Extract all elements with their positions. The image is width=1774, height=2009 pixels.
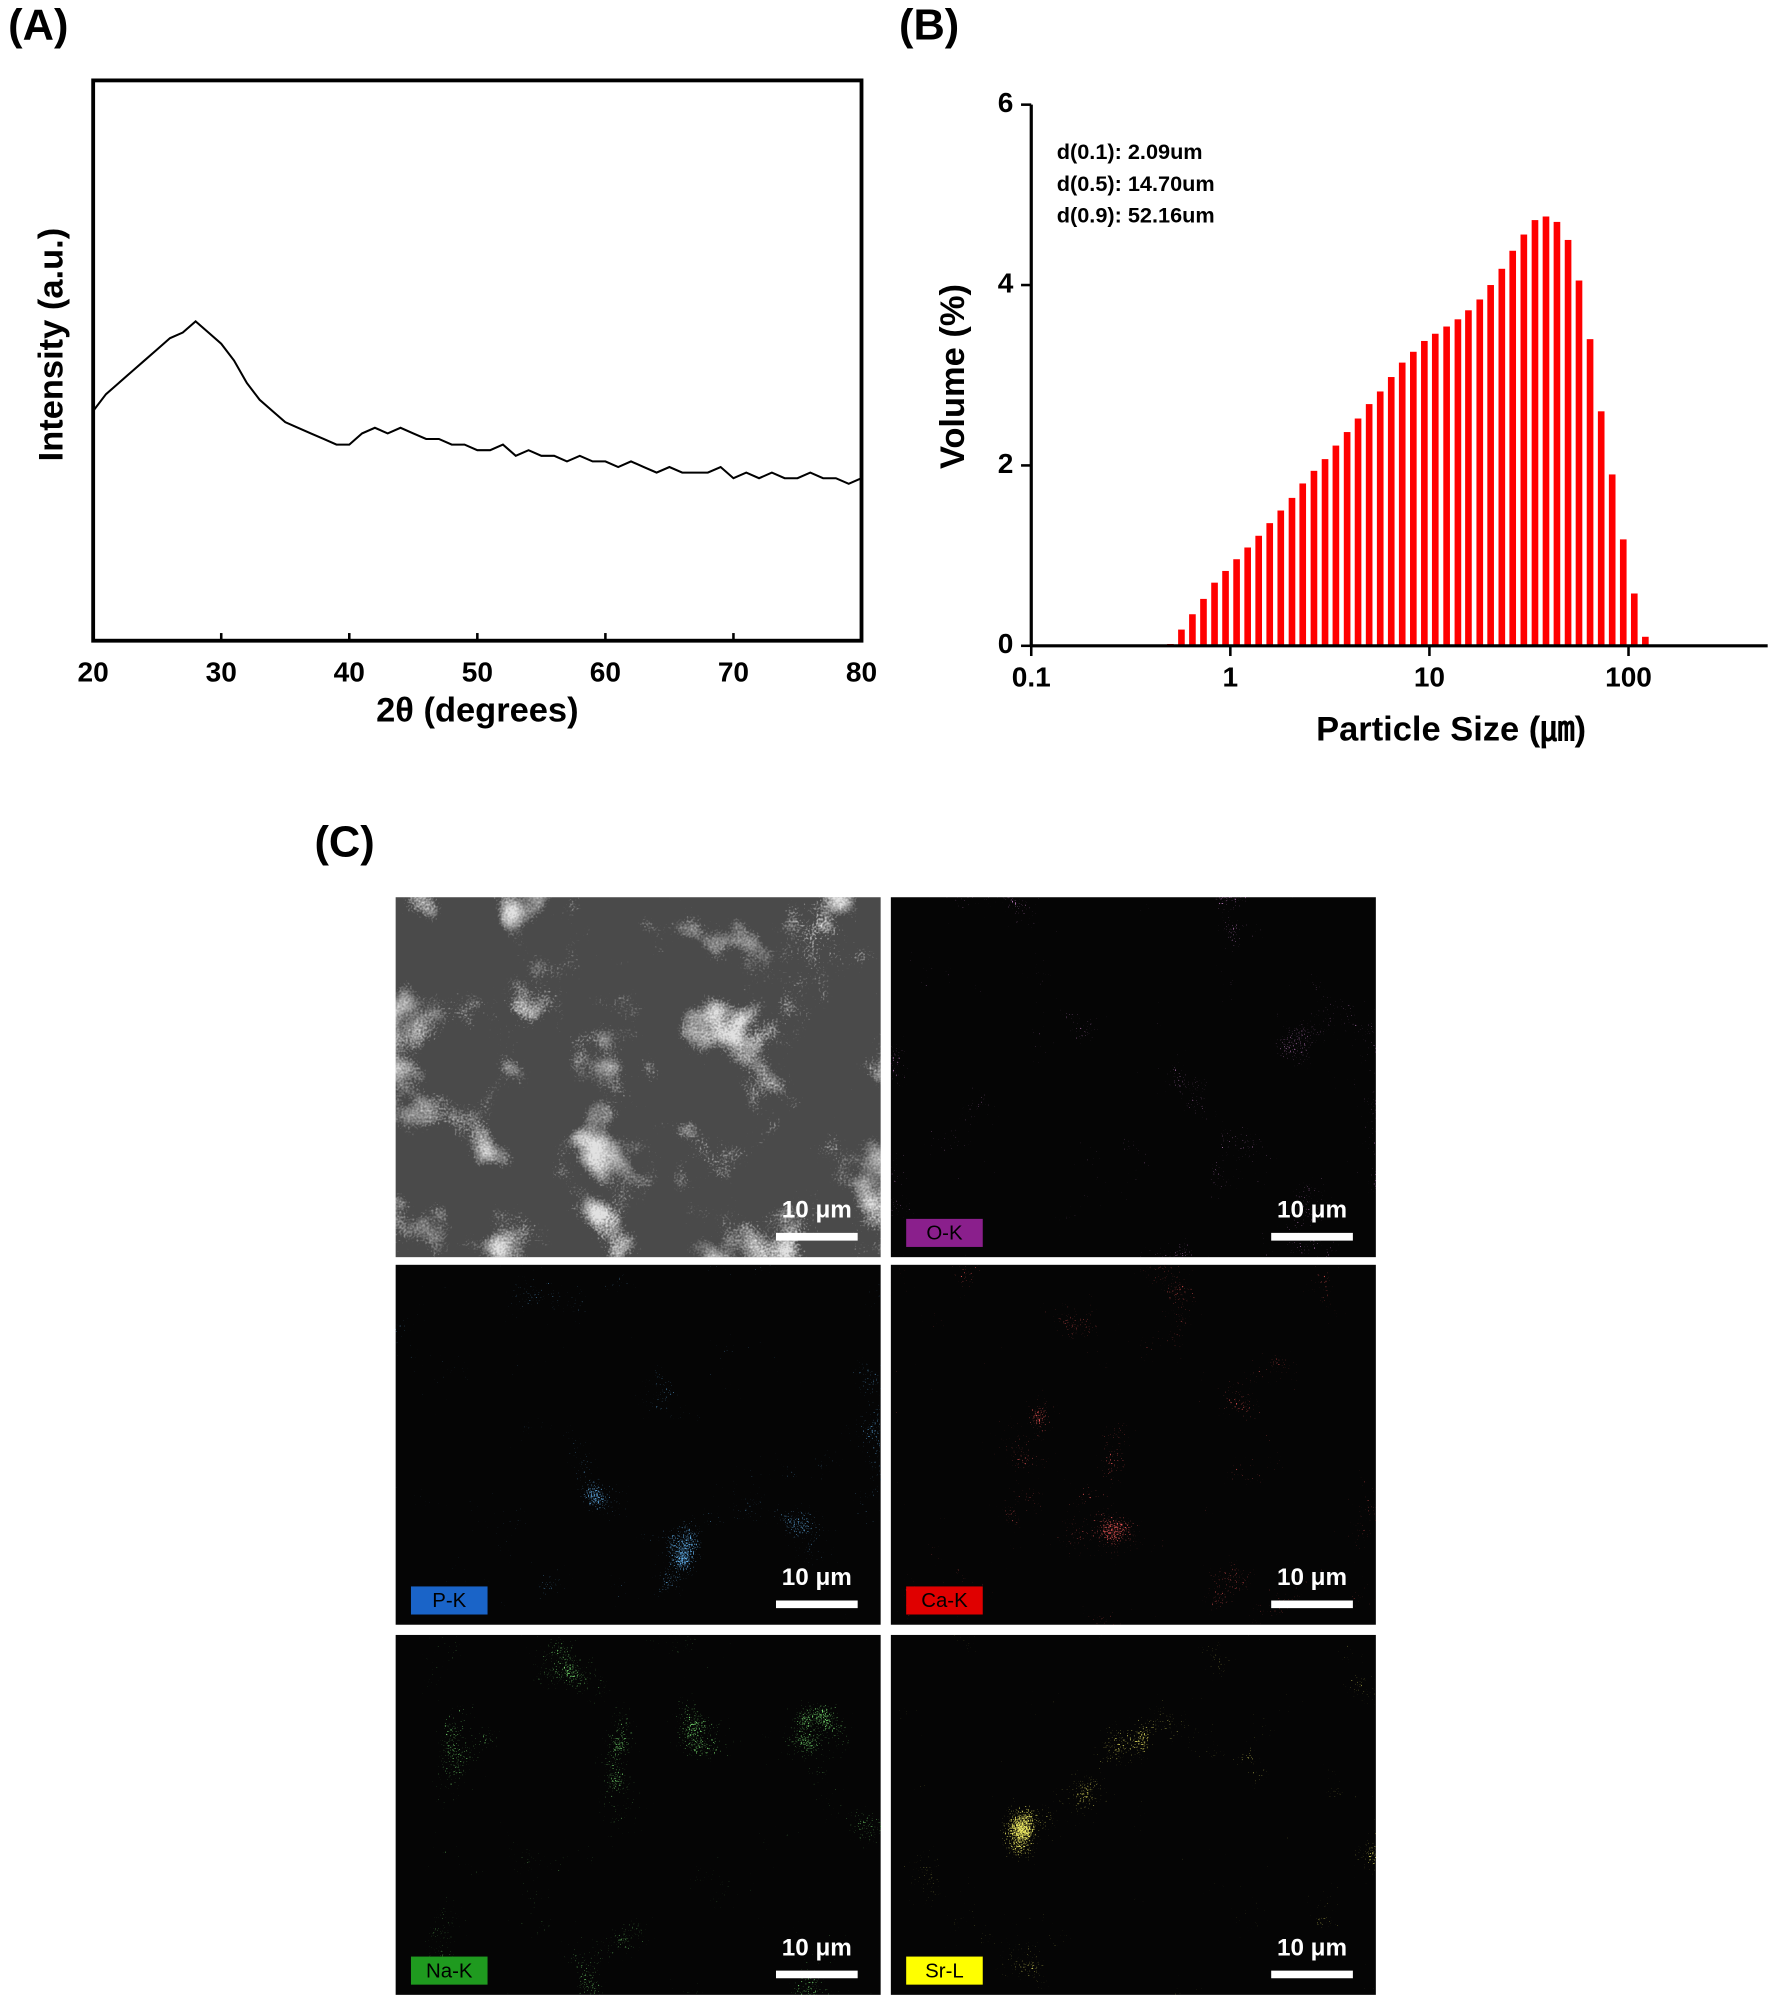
map-image (890, 1264, 1376, 1625)
bar (1365, 404, 1373, 646)
element-label: Ca-K (921, 1590, 968, 1612)
y-tick-label: 0 (998, 628, 1014, 659)
y-axis-title: Intensity (a.u.) (33, 228, 71, 462)
x-tick-label: 60 (590, 656, 621, 687)
panel-b: (B) Particle Size (㎛) Volume (%) 0.1 1 10 100 0… (899, 2, 1768, 749)
bar (1398, 362, 1406, 646)
bar (1520, 234, 1528, 646)
bar (1586, 339, 1594, 646)
y-tick-label: 2 (998, 448, 1014, 479)
bar (1476, 299, 1484, 646)
bar (1277, 510, 1285, 646)
panel-label: (B) (899, 2, 959, 50)
bar (1343, 432, 1351, 646)
x-tick-label: 70 (718, 656, 749, 687)
bar (1487, 285, 1494, 646)
x-tick-label: 10 (1414, 661, 1445, 692)
bar (1498, 268, 1506, 646)
bar (1630, 593, 1638, 646)
bar (1178, 629, 1185, 646)
bar (1189, 614, 1196, 646)
x-tick-label: 80 (846, 656, 877, 687)
figure-content: (A)2θ (degrees)Intensity (a.u.)20 30 40 50 6… (8, 2, 1768, 1995)
scale-bar-label: 10 μm (1277, 1934, 1347, 1961)
map-image (890, 1634, 1376, 1995)
map-image (395, 1634, 881, 1995)
bar (1288, 497, 1296, 646)
bar (1310, 470, 1318, 646)
y-tick-label: 4 (998, 267, 1014, 298)
bar (1244, 547, 1251, 646)
element-tag (906, 1586, 983, 1615)
bar (1421, 340, 1428, 646)
y-axis-title: Volume (%) (934, 284, 972, 469)
scale-bar-label: 10 μm (782, 1197, 852, 1224)
x-tick-label: 50 (462, 656, 493, 687)
x-axis-title: Particle Size (㎛) (1316, 710, 1586, 749)
element-tag (410, 1956, 488, 1985)
scale-bar-label: 10 μm (1277, 1564, 1347, 1591)
bar (1354, 418, 1362, 646)
bar (1542, 216, 1550, 646)
panel-a: (A) 2θ (degrees) Intensity (a.u.) 20 30 40 50 6… (8, 2, 877, 730)
bar (1608, 474, 1616, 646)
element-label: Na-K (426, 1960, 473, 1982)
element-label: P-K (432, 1590, 466, 1612)
map-image (890, 897, 1376, 1258)
bar (1597, 411, 1605, 646)
annotation: d(0.9): 52.16um (1057, 203, 1215, 228)
bar (1531, 220, 1539, 646)
bar (1255, 535, 1263, 646)
data-line (92, 319, 862, 485)
element-label: Sr-L (925, 1960, 964, 1982)
bar (1564, 239, 1572, 646)
bar (1509, 250, 1517, 646)
bar (1642, 636, 1649, 646)
annotation: d(0.5): 14.70um (1057, 171, 1215, 196)
bar (1443, 326, 1450, 646)
bar (1553, 221, 1561, 646)
panel-label: (A) (8, 2, 68, 50)
bar (1222, 570, 1229, 646)
element-label: O-K (926, 1223, 963, 1245)
scale-bar-label: 10 μm (782, 1564, 852, 1591)
x-tick-label: 20 (78, 656, 109, 687)
bar (1619, 539, 1627, 646)
x-tick-label: 30 (206, 656, 237, 687)
bar (1410, 351, 1417, 646)
x-axis-title: 2θ (degrees) (376, 691, 578, 729)
bar (1200, 598, 1207, 646)
element-tag (410, 1586, 488, 1615)
bar (1332, 445, 1340, 646)
bar (1211, 582, 1218, 646)
x-tick-label: 0.1 (1012, 661, 1051, 692)
bar (1376, 391, 1384, 646)
bar (1454, 319, 1462, 646)
scale-bar-label: 10 μm (1277, 1197, 1347, 1224)
bar (1575, 280, 1583, 646)
bar (1465, 310, 1472, 646)
bar (1299, 483, 1307, 646)
map-image (395, 897, 881, 1258)
bar (1387, 377, 1395, 646)
x-tick-label: 100 (1605, 661, 1652, 692)
bar (1266, 523, 1274, 646)
plot-frame (91, 78, 864, 643)
bar (1233, 559, 1240, 646)
map-image (395, 1264, 881, 1625)
element-tag (906, 1218, 983, 1247)
annotation: d(0.1): 2.09um (1057, 139, 1203, 164)
scale-bar-label: 10 μm (782, 1934, 852, 1961)
panel-label: (C) (314, 818, 374, 866)
x-tick-label: 1 (1223, 661, 1239, 692)
element-tag (906, 1956, 983, 1985)
bar (1431, 333, 1439, 646)
bar (1321, 459, 1329, 646)
y-tick-label: 6 (998, 87, 1014, 118)
panel-c: (C) 10 μm 10 μm O-K 10 μm P-K 10 μm Ca-K 10 μm Na… (314, 818, 1376, 1995)
x-tick-label: 40 (334, 656, 365, 687)
